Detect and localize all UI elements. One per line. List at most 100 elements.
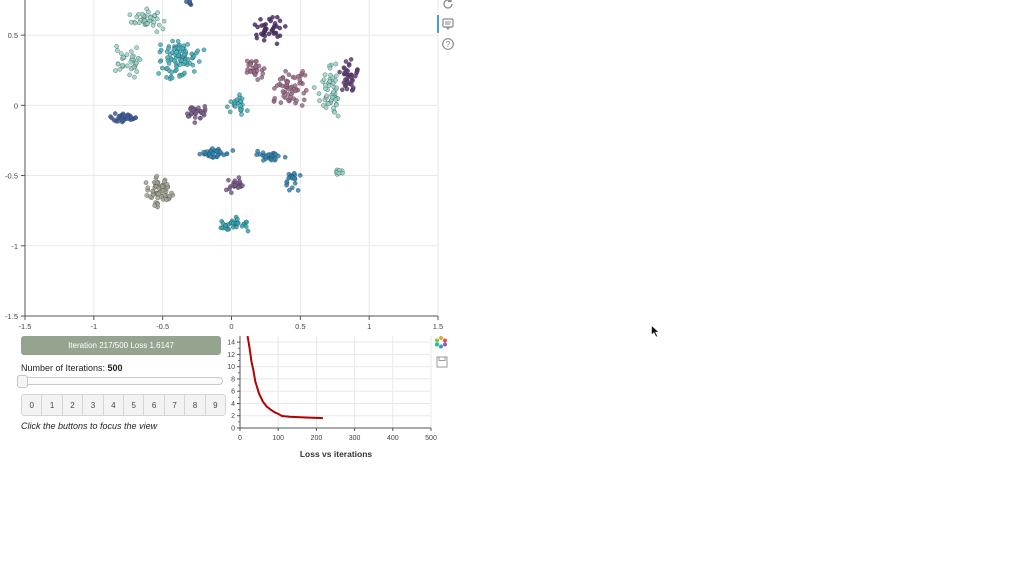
- scatter-point: [157, 59, 163, 64]
- scatter-point: [224, 187, 229, 193]
- scatter-point: [333, 73, 339, 79]
- scatter-point: [277, 33, 283, 38]
- scatter-point: [269, 157, 274, 163]
- scatter-point: [281, 94, 286, 99]
- loss-series-line: [246, 335, 323, 420]
- scatter-point: [301, 90, 307, 96]
- scatter-ytick-label: -1.5: [5, 312, 18, 321]
- scatter-point: [324, 93, 329, 99]
- hover-icon[interactable]: [441, 17, 455, 31]
- scatter-point: [331, 89, 336, 95]
- loss-ytick-label: 12: [227, 352, 235, 359]
- scatter-point: [323, 82, 328, 88]
- digit-button-3[interactable]: 3: [82, 394, 104, 416]
- scatter-point: [245, 228, 251, 234]
- scatter-point: [134, 69, 140, 74]
- bokeh-logo-icon[interactable]: [434, 335, 448, 349]
- scatter-point: [275, 14, 280, 20]
- scatter-point: [235, 217, 240, 222]
- scatter-point: [208, 154, 213, 159]
- scatter-point: [158, 47, 164, 53]
- scatter-point: [134, 60, 139, 66]
- scatter-point: [294, 98, 299, 103]
- scatter-point: [164, 75, 169, 80]
- iteration-status-bar: Iteration 217/500 Loss 1.6147: [21, 336, 221, 355]
- scatter-point: [181, 52, 187, 57]
- scatter-point: [283, 68, 288, 74]
- scatter-point: [210, 151, 216, 156]
- scatter-point: [244, 58, 250, 64]
- scatter-point: [156, 71, 161, 76]
- scatter-point: [277, 18, 283, 24]
- scatter-point: [238, 107, 243, 113]
- scatter-point: [167, 52, 173, 57]
- scatter-point: [270, 15, 275, 20]
- scatter-point: [286, 72, 292, 77]
- scatter-point: [329, 94, 335, 100]
- scatter-point: [158, 42, 163, 47]
- scatter-point: [132, 20, 138, 26]
- digit-button-4[interactable]: 4: [102, 394, 125, 416]
- scatter-point: [201, 47, 207, 53]
- scatter-point: [185, 42, 190, 47]
- loss-ytick-label: 4: [231, 401, 235, 408]
- scatter-point: [167, 193, 173, 199]
- scatter-point: [200, 111, 206, 116]
- scatter-point: [340, 87, 345, 93]
- digit-button-7[interactable]: 7: [163, 394, 186, 416]
- scatter-point: [255, 148, 260, 154]
- scatter-point: [259, 23, 264, 28]
- save-icon[interactable]: [436, 355, 448, 368]
- scatter-point: [245, 108, 250, 113]
- loss-plot[interactable]: 0 100 200 300 400 500 0 2 4 6 8 10 12 14 Loss vs iter…: [222, 333, 447, 461]
- digit-button-9[interactable]: 9: [204, 394, 227, 416]
- scatter-point: [311, 85, 317, 90]
- scatter-point: [228, 99, 234, 104]
- scatter-point: [334, 102, 339, 108]
- active-tool-indicator: [437, 15, 439, 33]
- scatter-point: [261, 158, 266, 163]
- scatter-point: [343, 77, 348, 82]
- digit-button-5[interactable]: 5: [123, 394, 145, 416]
- scatter-point: [177, 62, 183, 67]
- scatter-point: [115, 48, 120, 53]
- digit-button-8[interactable]: 8: [184, 394, 206, 416]
- iterations-slider[interactable]: [21, 377, 223, 385]
- scatter-point: [120, 54, 126, 60]
- scatter-point: [165, 55, 170, 60]
- scatter-point: [234, 97, 240, 102]
- scatter-point: [154, 180, 160, 186]
- loss-grid: [239, 336, 432, 429]
- scatter-point: [120, 62, 126, 68]
- scatter-point: [197, 59, 202, 64]
- scatter-point: [346, 63, 352, 68]
- tsne-scatter-plot[interactable]: -1.5 -1 -0.5 0 0.5 1 1.5 0.5 0 -0.5 -1 -1.5: [0, 0, 445, 335]
- scatter-point: [128, 49, 134, 54]
- scatter-point: [217, 149, 223, 155]
- scatter-point: [333, 61, 339, 67]
- scatter-point: [316, 91, 322, 96]
- reset-icon[interactable]: [441, 0, 455, 11]
- scatter-point: [262, 33, 268, 39]
- scatter-point: [157, 22, 162, 28]
- scatter-point: [145, 21, 150, 26]
- scatter-xtick-label: 1.5: [433, 322, 443, 331]
- scatter-point: [182, 70, 187, 76]
- scatter-point: [164, 182, 170, 187]
- scatter-point: [317, 98, 322, 103]
- scatter-point: [171, 46, 177, 52]
- digit-button-1[interactable]: 1: [41, 394, 63, 416]
- scatter-point: [177, 74, 182, 79]
- scatter-point: [146, 9, 151, 15]
- digit-button-2[interactable]: 2: [61, 394, 84, 416]
- scatter-point: [235, 220, 241, 226]
- scatter-point: [125, 116, 130, 121]
- help-icon[interactable]: ?: [441, 37, 455, 51]
- scatter-point: [164, 65, 170, 71]
- scatter-point: [290, 185, 295, 190]
- iterations-slider-handle[interactable]: [17, 375, 28, 388]
- digit-button-6[interactable]: 6: [143, 394, 165, 416]
- digit-button-0[interactable]: 0: [21, 394, 43, 416]
- scatter-point: [321, 77, 327, 82]
- scatter-point: [260, 150, 266, 155]
